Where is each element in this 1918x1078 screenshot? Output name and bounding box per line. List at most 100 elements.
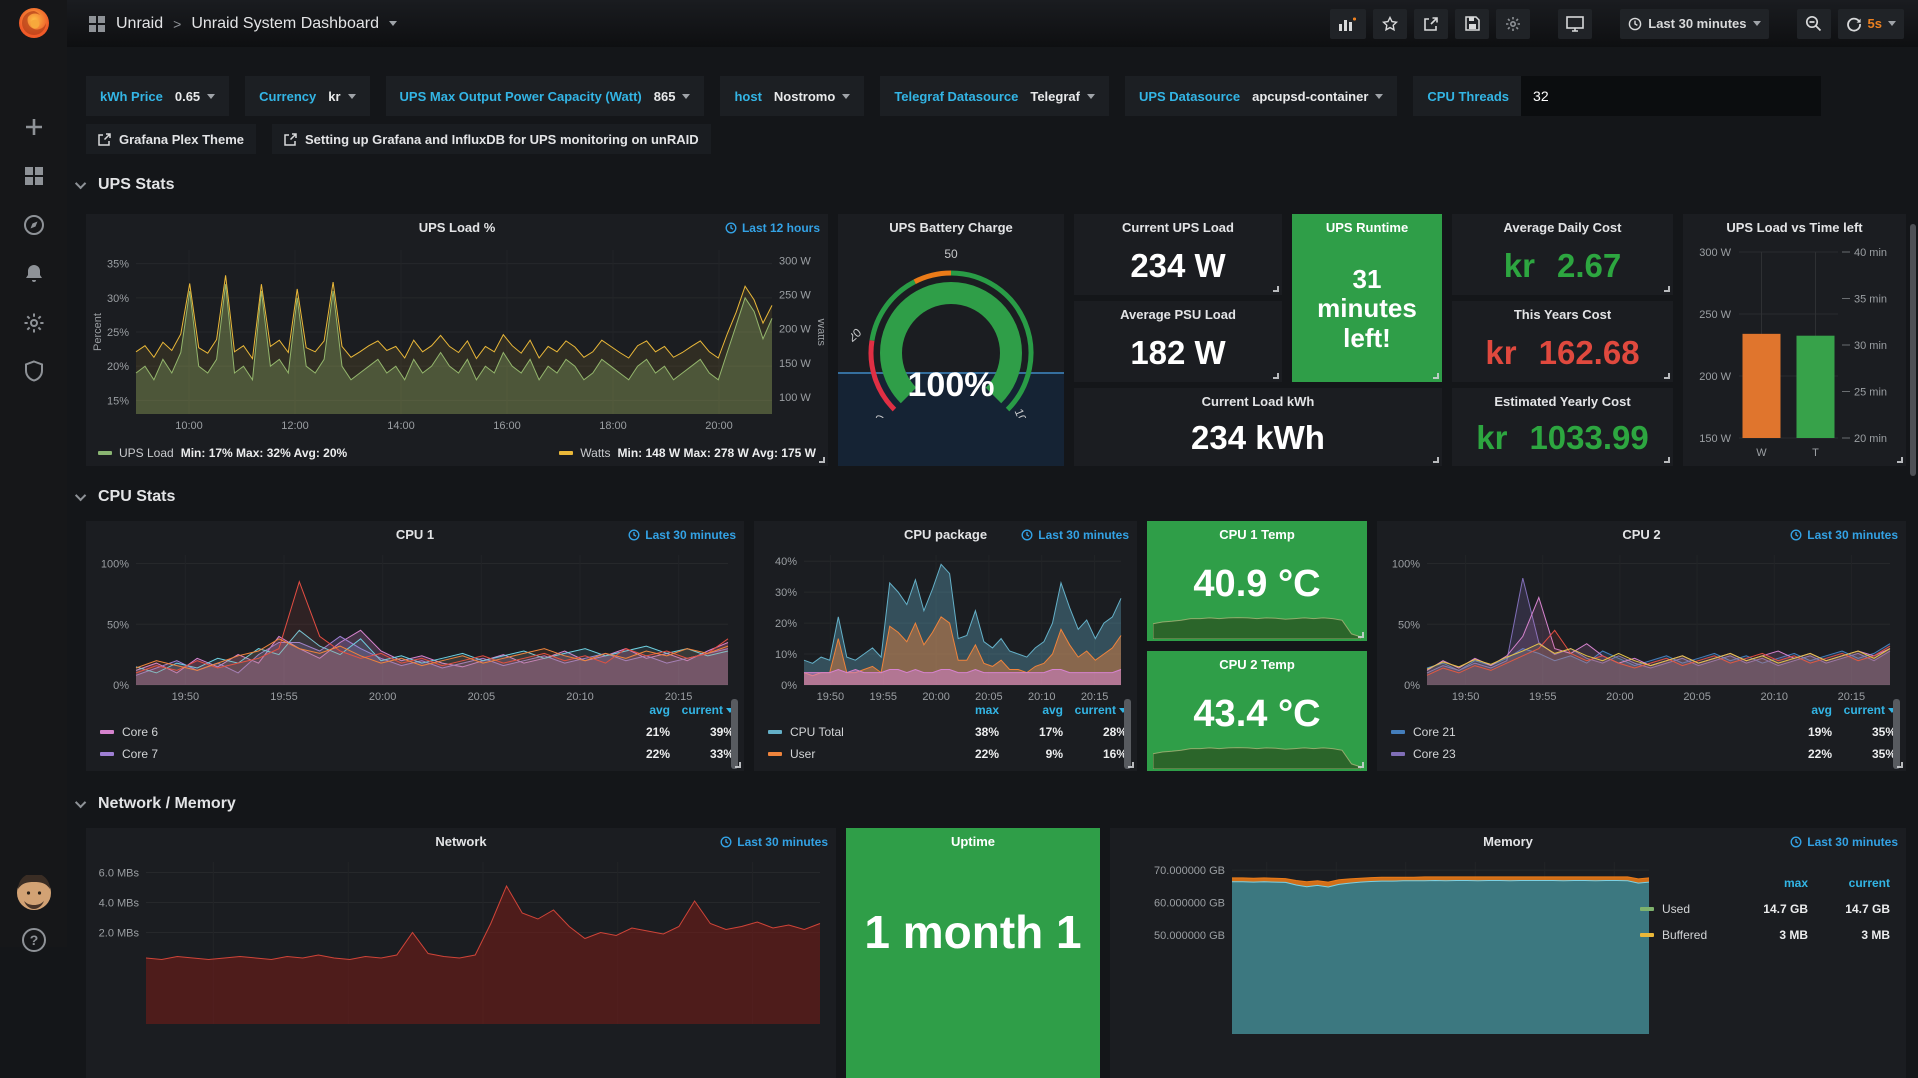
refresh-interval-label[interactable]: 5s: [1867, 16, 1882, 31]
breadcrumb[interactable]: Unraid > Unraid System Dashboard: [88, 15, 397, 33]
link-grafana-plex-theme[interactable]: Grafana Plex Theme: [86, 124, 256, 154]
tv-mode-button[interactable]: [1558, 8, 1593, 39]
panel-title[interactable]: CPU 2: [1622, 527, 1661, 542]
panel-title[interactable]: Current UPS Load: [1122, 220, 1234, 235]
panel-title[interactable]: Uptime: [950, 834, 996, 849]
dashboard-settings-button[interactable]: [1496, 8, 1531, 39]
panel-resize-handle[interactable]: [1664, 373, 1670, 379]
refresh-interval-caret[interactable]: [1888, 21, 1896, 26]
panel-title[interactable]: CPU 1 Temp: [1219, 527, 1295, 542]
star-dashboard-button[interactable]: [1373, 8, 1408, 39]
breadcrumb-folder[interactable]: Unraid: [116, 14, 164, 32]
save-dashboard-button[interactable]: [1455, 8, 1490, 39]
legend-series-name[interactable]: Used: [1662, 902, 1691, 916]
panel-title[interactable]: Current Load kWh: [1201, 394, 1315, 409]
cpu-package-chart[interactable]: 40% 30% 20% 10% 0% 19:50 19:55 20:00 20:05 20:10 2…: [758, 547, 1133, 705]
grafana-logo[interactable]: [0, 4, 67, 47]
variable-kwh-price[interactable]: kWh Price 0.65: [86, 76, 230, 116]
cpu-threads-input[interactable]: [1521, 76, 1822, 116]
load-vs-time-chart[interactable]: 300 W 250 W 200 W 150 W 40 min 35 min 30 min 25…: [1685, 242, 1904, 462]
panel-resize-handle[interactable]: [1273, 373, 1279, 379]
panel-title[interactable]: CPU 1: [395, 527, 435, 542]
refresh-button[interactable]: 5s: [1837, 8, 1904, 39]
breadcrumb-dashboard-title[interactable]: Unraid System Dashboard: [191, 14, 379, 32]
add-panel-button[interactable]: [1330, 8, 1367, 39]
sidebar-configuration-button[interactable]: [0, 312, 67, 339]
panel-resize-handle[interactable]: [1433, 457, 1439, 463]
share-dashboard-button[interactable]: [1414, 8, 1449, 39]
panel-title[interactable]: UPS Battery Charge: [889, 220, 1013, 235]
panel-title[interactable]: UPS Load vs Time left: [1726, 220, 1863, 235]
panel-resize-handle[interactable]: [1128, 762, 1134, 768]
dashboard-dropdown-caret[interactable]: [388, 21, 397, 26]
legend-series-name[interactable]: User: [790, 747, 816, 761]
variable-host[interactable]: host Nostromo: [720, 76, 865, 116]
legend-series-name[interactable]: Watts: [580, 446, 611, 460]
panel-resize-handle[interactable]: [1897, 457, 1903, 463]
legend-sort-avg[interactable]: avg: [649, 703, 670, 717]
panel-resize-handle[interactable]: [1358, 762, 1364, 768]
legend-sort-avg[interactable]: avg: [1811, 703, 1832, 717]
legend-series-name[interactable]: UPS Load: [119, 446, 174, 460]
cpu1-chart[interactable]: 100% 50% 0% 19:50 19:55 20:00 20:05 20:10 20:15: [90, 547, 740, 705]
legend-swatch: [100, 730, 114, 734]
panel-resize-handle[interactable]: [1358, 632, 1364, 638]
panel-title[interactable]: Memory: [1483, 834, 1533, 849]
panel-title[interactable]: CPU 2 Temp: [1219, 657, 1295, 672]
section-network-memory[interactable]: Network / Memory: [74, 795, 236, 813]
legend-sort-max[interactable]: max: [974, 703, 999, 717]
legend-sort-max[interactable]: max: [1783, 876, 1808, 890]
legend-series-name[interactable]: Core 23: [1413, 747, 1456, 761]
panel-title[interactable]: This Years Cost: [1513, 307, 1612, 322]
panel-resize-handle[interactable]: [1664, 457, 1670, 463]
panel-resize-handle[interactable]: [1664, 286, 1670, 292]
section-cpu-stats[interactable]: CPU Stats: [74, 488, 175, 506]
panel-resize-handle[interactable]: [1897, 762, 1903, 768]
ups-load-chart[interactable]: 35% 30% 25% 20% 15% 300 W 250 W 200 W 150 W 100 W…: [90, 242, 827, 434]
panel-resize-handle[interactable]: [1273, 286, 1279, 292]
variable-ups-max-output[interactable]: UPS Max Output Power Capacity (Watt) 865: [385, 76, 705, 116]
variable-telegraf-datasource[interactable]: Telegraf Datasource Telegraf: [880, 76, 1109, 116]
legend-series-name[interactable]: Core 7: [122, 747, 159, 761]
network-chart[interactable]: 6.0 MBs 4.0 MBs 2.0 MBs: [90, 854, 832, 1044]
sidebar-help-button[interactable]: ?: [0, 927, 67, 958]
legend-sort-current[interactable]: current: [670, 703, 734, 717]
panel-resize-handle[interactable]: [819, 457, 825, 463]
legend-sort-current[interactable]: current: [1063, 703, 1127, 717]
user-avatar[interactable]: [0, 873, 67, 916]
panel-title[interactable]: Average Daily Cost: [1503, 220, 1622, 235]
panel-title[interactable]: Network: [435, 834, 487, 849]
legend-series-name[interactable]: CPU Total: [790, 725, 844, 739]
legend-scrollbar[interactable]: [1124, 699, 1131, 769]
sidebar-create-button[interactable]: [0, 116, 67, 143]
variable-currency[interactable]: Currency kr: [245, 76, 370, 116]
section-ups-stats[interactable]: UPS Stats: [74, 176, 174, 194]
sidebar-dashboards-button[interactable]: [0, 165, 67, 192]
sidebar-alerting-button[interactable]: [0, 263, 67, 290]
time-range-picker[interactable]: Last 30 minutes: [1620, 8, 1769, 39]
panel-title[interactable]: Estimated Yearly Cost: [1494, 394, 1631, 409]
link-ups-monitoring-guide[interactable]: Setting up Grafana and InfluxDB for UPS …: [272, 124, 711, 154]
legend-sort-current[interactable]: current: [1832, 703, 1896, 717]
legend-series-name[interactable]: Buffered: [1662, 928, 1708, 942]
panel-title[interactable]: UPS Load %: [418, 220, 496, 235]
legend-series-name[interactable]: Core 6: [122, 725, 159, 739]
panel-resize-handle[interactable]: [1433, 373, 1439, 379]
legend-sort-avg[interactable]: avg: [1042, 703, 1063, 717]
sidebar-explore-button[interactable]: [0, 214, 67, 241]
zoom-out-button[interactable]: [1796, 8, 1831, 39]
panel-resize-handle[interactable]: [735, 762, 741, 768]
memory-chart[interactable]: 70.000000 GB 60.000000 GB 50.000000 GB: [1114, 854, 1659, 1054]
panel-title[interactable]: UPS Runtime: [1325, 220, 1409, 235]
svg-text:20:10: 20:10: [566, 691, 594, 703]
panel-title[interactable]: CPU package: [903, 527, 988, 542]
legend-series-name[interactable]: Core 21: [1413, 725, 1456, 739]
panel-title[interactable]: Average PSU Load: [1120, 307, 1236, 322]
legend-scrollbar[interactable]: [731, 699, 738, 769]
page-scrollbar[interactable]: [1910, 224, 1916, 476]
variable-ups-datasource[interactable]: UPS Datasource apcupsd-container: [1124, 76, 1398, 116]
legend-sort-current[interactable]: current: [1848, 876, 1890, 890]
cpu2-chart[interactable]: 100% 50% 0% 19:50 19:55 20:00 20:05 20:10 20:15: [1381, 547, 1902, 705]
legend-scrollbar[interactable]: [1893, 699, 1900, 769]
sidebar-server-admin-button[interactable]: [0, 360, 67, 387]
